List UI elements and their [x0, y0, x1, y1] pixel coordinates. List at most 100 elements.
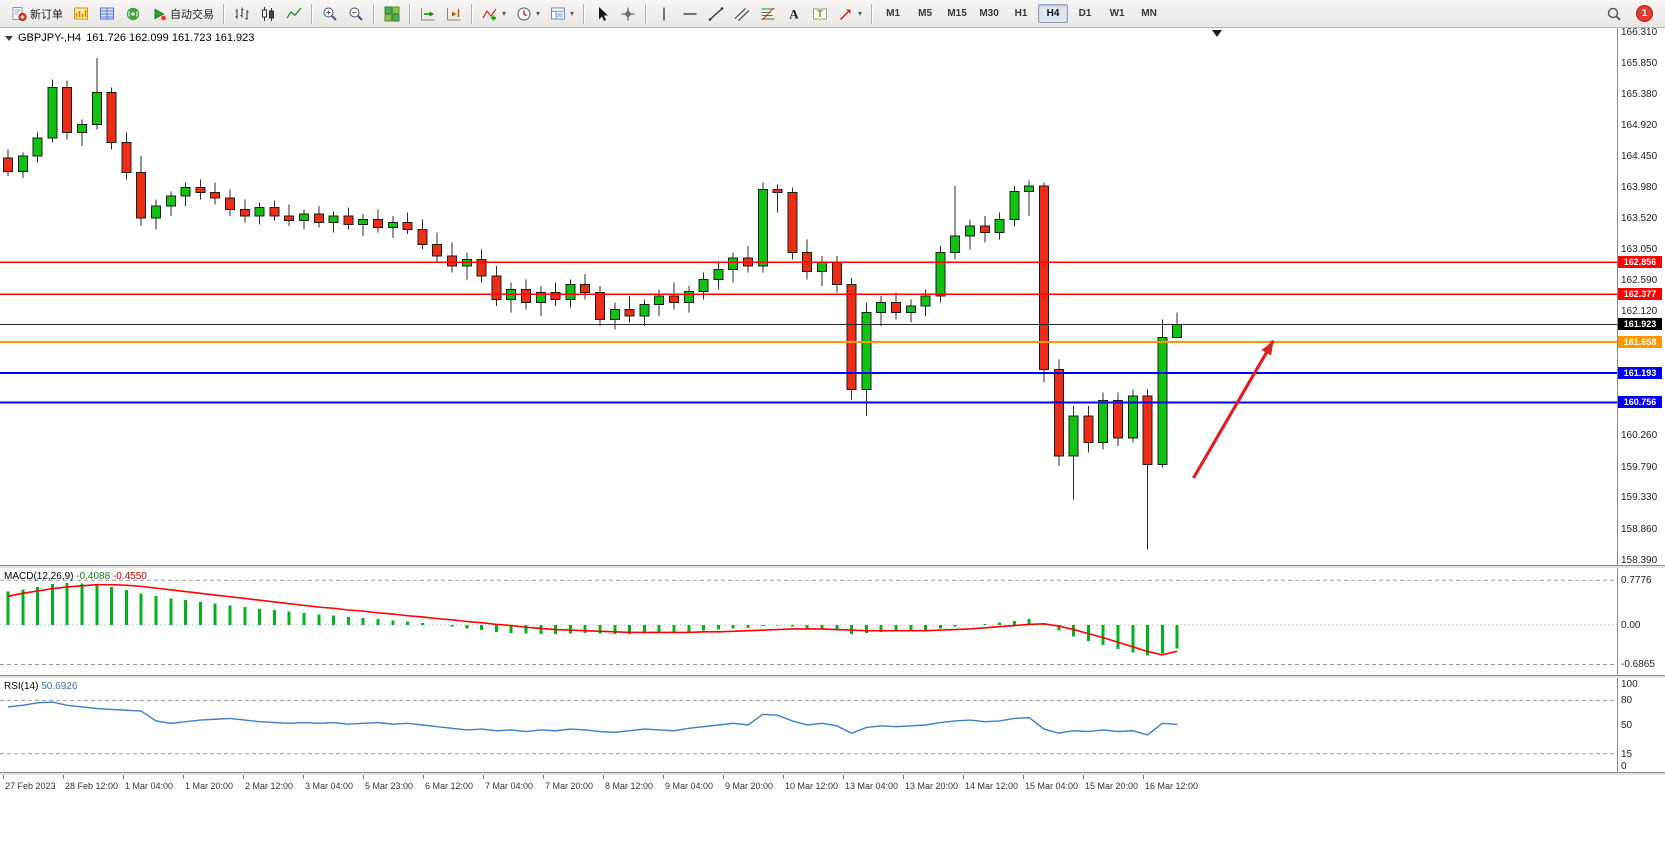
time-axis-label: 15 Mar 20:00	[1085, 781, 1139, 791]
time-axis-label: 16 Mar 12:00	[1145, 781, 1199, 791]
price-axis-label: 158.390	[1621, 555, 1658, 566]
periods-button[interactable]: ▾	[512, 2, 544, 26]
trend-arrow-annotation[interactable]	[1192, 339, 1275, 479]
pane-splitter[interactable]	[0, 675, 1665, 678]
timeframe-w1[interactable]: W1	[1109, 8, 1125, 19]
symbol-dropdown-icon[interactable]	[5, 35, 13, 41]
chart-shift-marker-icon[interactable]	[1212, 30, 1222, 37]
macd-histogram	[6, 582, 1179, 656]
time-axis-label: 8 Mar 12:00	[605, 781, 654, 791]
time-tick	[3, 775, 4, 779]
cursor-icon	[594, 6, 610, 22]
price-axis-label: 163.050	[1621, 244, 1658, 256]
horizontal-line-button[interactable]	[678, 2, 702, 26]
charts-window-button[interactable]	[69, 2, 93, 26]
new-order-button-label: 新订单	[30, 8, 63, 21]
templates-button[interactable]: ▾	[546, 2, 578, 26]
price-axis-label: 164.450	[1621, 151, 1658, 162]
quotes-icon	[99, 6, 115, 22]
price-axis-label: 163.520	[1621, 213, 1658, 224]
price-chart[interactable]	[0, 28, 1617, 565]
time-tick	[723, 775, 724, 779]
timeframe-m30[interactable]: M30	[979, 8, 999, 19]
rsi-axis-label: 50	[1621, 720, 1633, 731]
shapes-icon	[838, 6, 854, 22]
price-tag: 161.658	[1618, 336, 1662, 349]
time-axis-label: 3 Mar 04:00	[305, 781, 354, 791]
template-icon	[550, 6, 566, 22]
time-tick	[783, 775, 784, 779]
autotrading-icon	[151, 6, 167, 22]
price-axis-label: 159.330	[1621, 492, 1658, 504]
tile-windows-button[interactable]	[380, 2, 404, 26]
line-icon	[286, 6, 302, 22]
price-axis-label: 165.850	[1621, 57, 1658, 69]
time-axis-label: 28 Feb 12:00	[65, 781, 119, 791]
zoom-in-button[interactable]	[318, 2, 342, 26]
timeframe-m1[interactable]: M1	[886, 8, 901, 19]
zoom-out-button[interactable]	[344, 2, 368, 26]
hline-icon	[682, 6, 698, 22]
time-tick	[1023, 775, 1024, 779]
arrows-button[interactable]: ▾	[834, 2, 866, 26]
autotrading-button[interactable]: 自动交易	[147, 2, 218, 26]
dropdown-arrow-icon: ▾	[536, 9, 541, 18]
vertical-line-button[interactable]	[652, 2, 676, 26]
chart-shift-button[interactable]	[442, 2, 466, 26]
time-tick	[843, 775, 844, 779]
time-tick	[363, 775, 364, 779]
text-button[interactable]: A	[782, 2, 806, 26]
bar-chart-button[interactable]	[230, 2, 254, 26]
new-order-button[interactable]: 新订单	[7, 2, 67, 26]
trendline-button[interactable]	[704, 2, 728, 26]
time-axis-label: 7 Mar 20:00	[545, 781, 594, 791]
rsi-axis-label: 100	[1621, 679, 1638, 690]
time-tick	[1143, 775, 1144, 779]
price-tag: 162.856	[1618, 256, 1662, 269]
candles-icon	[260, 6, 276, 22]
candlestick-chart-button[interactable]	[256, 2, 280, 26]
pane-splitter[interactable]	[0, 565, 1665, 568]
toolbar-separator	[471, 3, 473, 24]
price-axis[interactable]: 166.310 165.850 165.380 164.920 164.450 163.9…	[1618, 27, 1665, 775]
line-chart-button[interactable]	[282, 2, 306, 26]
timeframe-m15[interactable]: M15	[947, 8, 967, 19]
channel-button[interactable]	[730, 2, 754, 26]
market-watch-button[interactable]	[95, 2, 119, 26]
time-tick	[243, 775, 244, 779]
timeframe-h1[interactable]: H1	[1014, 8, 1028, 19]
macd-axis-label: 0.00	[1621, 619, 1641, 631]
price-axis-label: 162.120	[1621, 306, 1658, 318]
news-button[interactable]	[121, 2, 145, 26]
toolbar-separator	[871, 3, 874, 24]
timeframe-mn[interactable]: MN	[1141, 8, 1157, 19]
timeframe-h4[interactable]: H4	[1038, 4, 1069, 23]
notification-badge[interactable]: 1	[1636, 5, 1653, 22]
fibonacci-button[interactable]	[756, 2, 780, 26]
price-axis-label: 158.860	[1621, 523, 1658, 535]
time-tick	[963, 775, 964, 779]
crosshair-button[interactable]	[616, 2, 640, 26]
macd-signal-line	[7, 583, 1178, 656]
macd-label: MACD(12,26,9) -0.4088 -0.4550	[4, 571, 147, 582]
indicators-button[interactable]: ▾	[478, 2, 510, 26]
search-button[interactable]	[1602, 2, 1626, 26]
pane-splitter[interactable]	[0, 772, 1665, 775]
zoom-out-icon	[348, 6, 364, 22]
toolbar-right: 1	[1601, 2, 1659, 26]
rsi-label: RSI(14) 50.6926	[4, 681, 77, 692]
time-axis-label: 5 Mar 23:00	[365, 781, 414, 791]
chart-area: GBPJPY-,H4 161.726 162.099 161.723 161.9…	[0, 27, 1665, 846]
rsi-chart[interactable]	[0, 678, 1617, 772]
timeframe-d1[interactable]: D1	[1078, 8, 1092, 19]
time-axis-label: 9 Mar 20:00	[725, 781, 774, 791]
auto-scroll-button[interactable]	[416, 2, 440, 26]
macd-chart[interactable]	[0, 568, 1617, 675]
price-axis-label: 159.790	[1621, 461, 1658, 473]
timeframe-m5[interactable]: M5	[918, 8, 933, 19]
text-label-button[interactable]: T	[808, 2, 832, 26]
cursor-button[interactable]	[590, 2, 614, 26]
price-axis-label: 166.310	[1621, 27, 1658, 38]
time-axis[interactable]: 27 Feb 2023 28 Feb 12:00 1 Mar 04:00 1 Mar …	[0, 775, 1665, 801]
time-axis-label: 2 Mar 12:00	[245, 781, 294, 791]
